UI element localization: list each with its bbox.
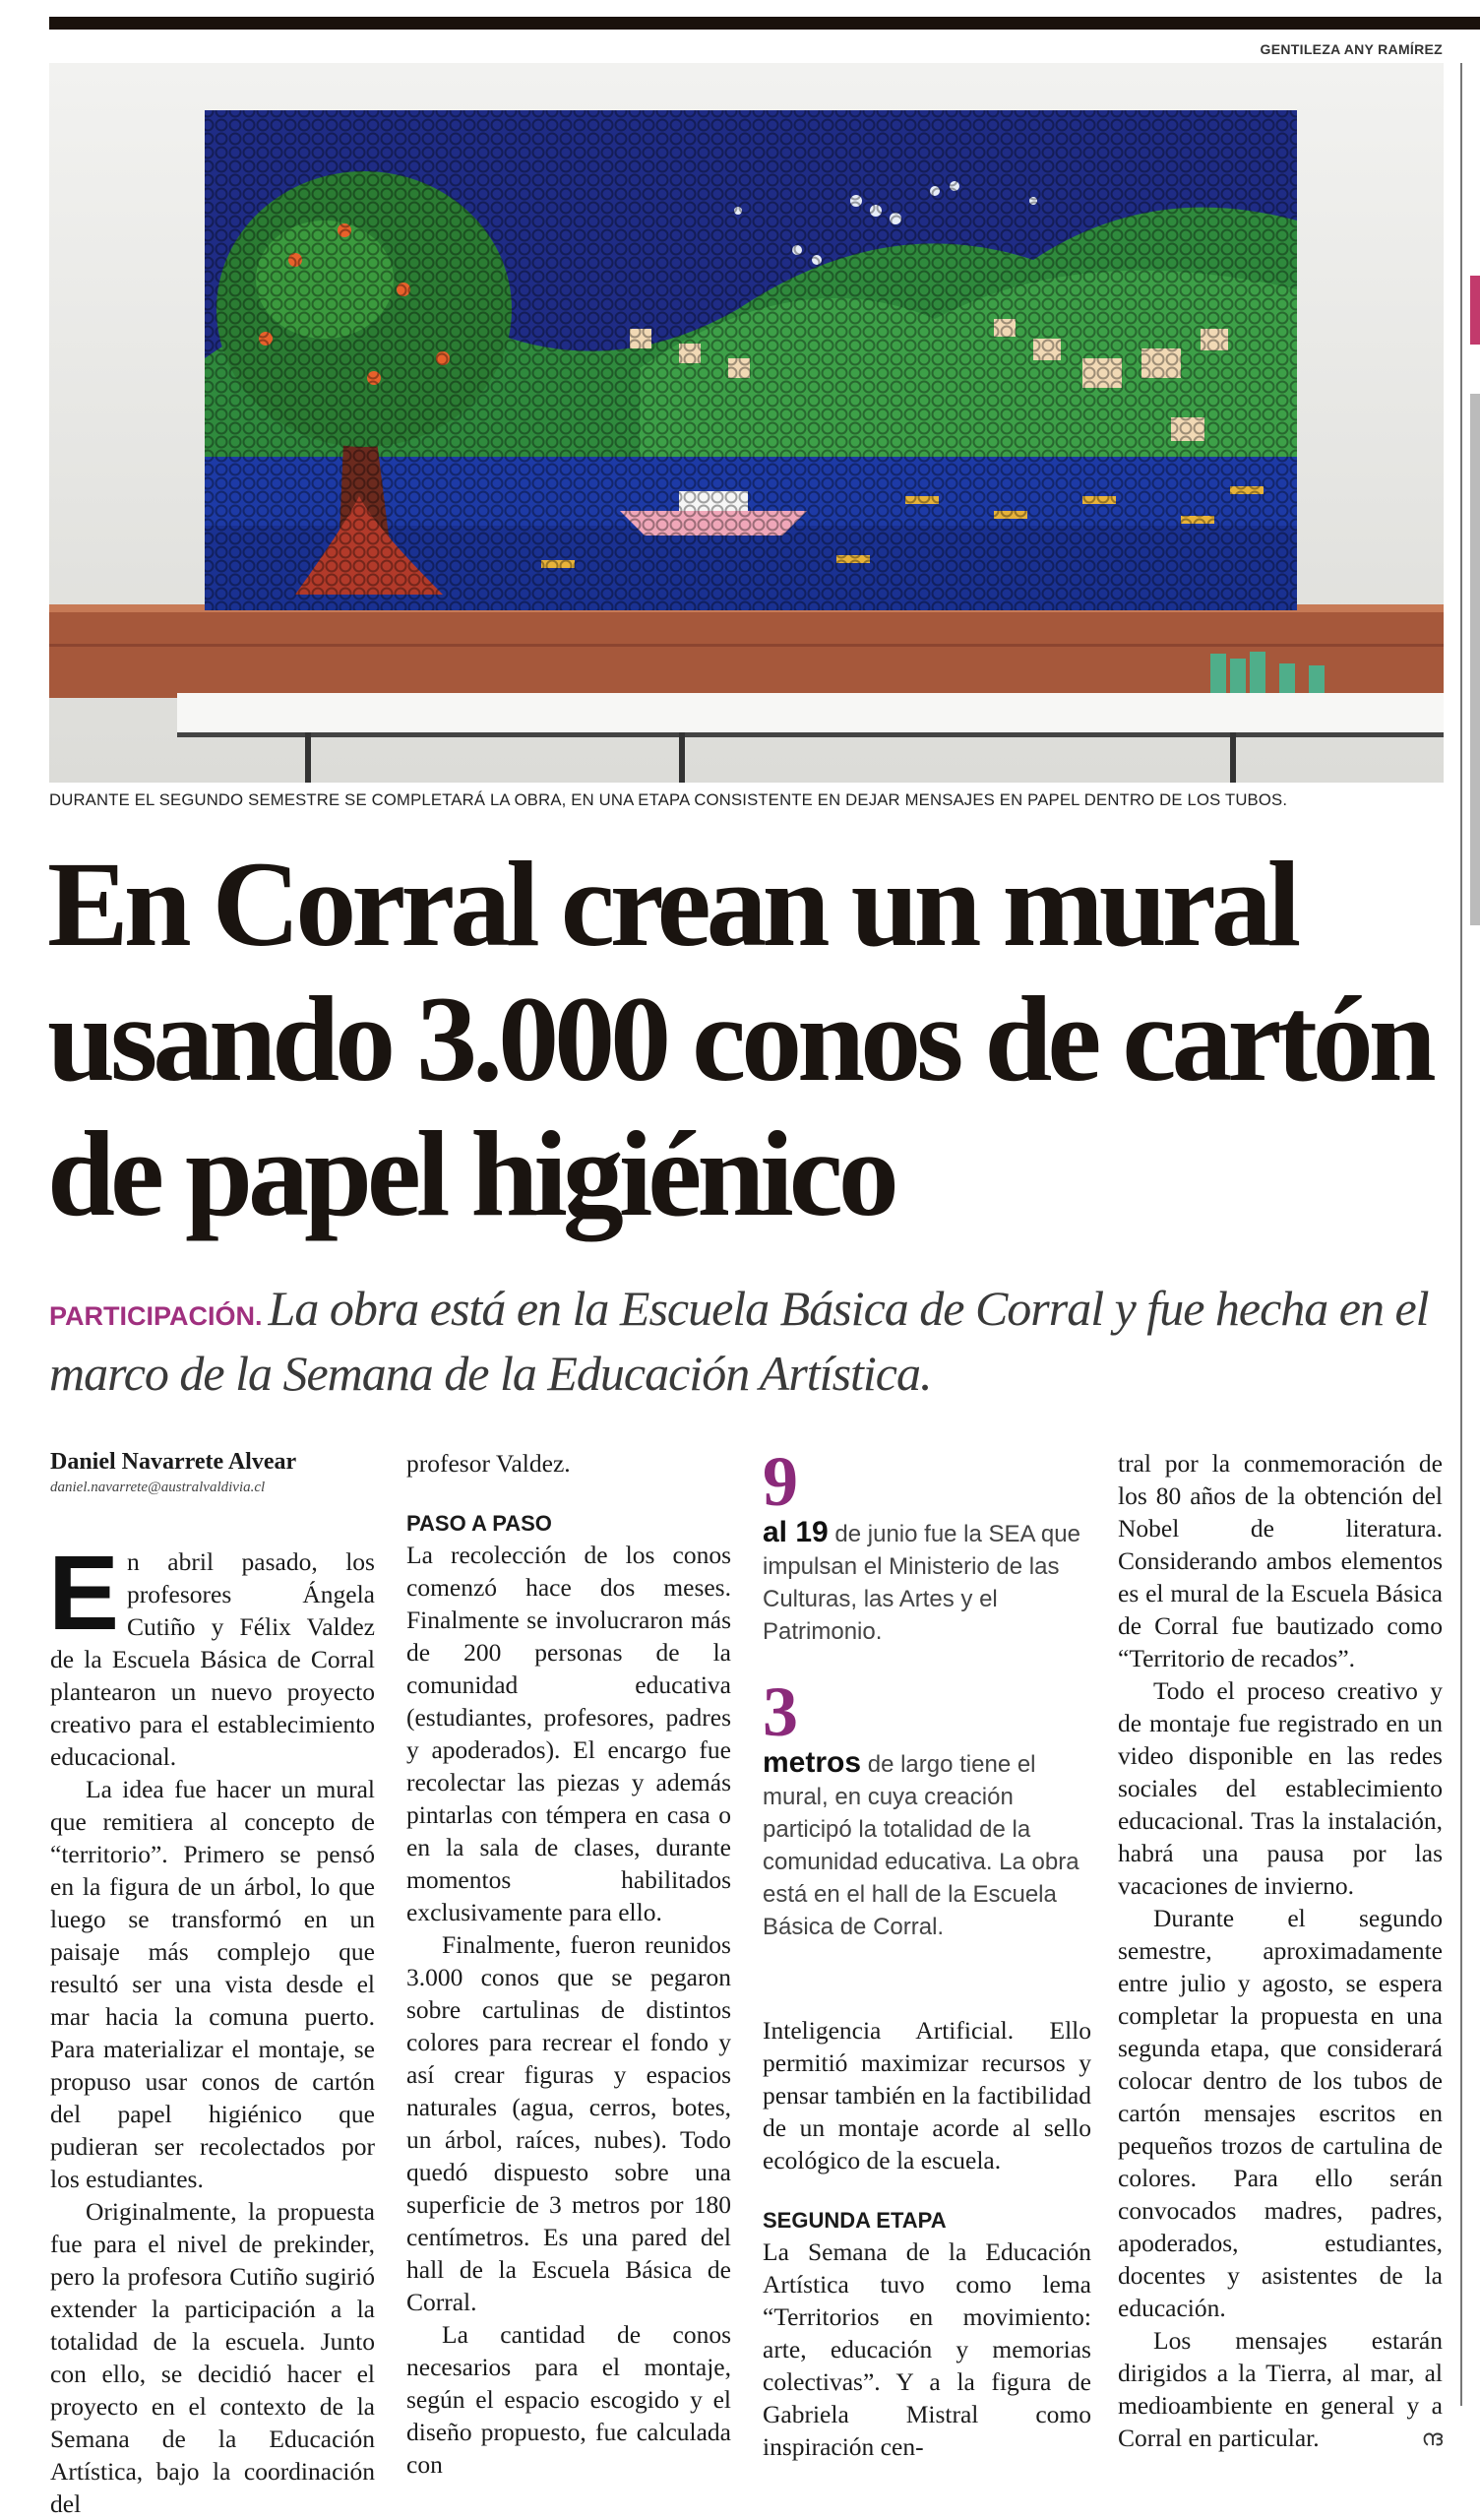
body-paragraph: La recolección de los conos comenzó hace… xyxy=(406,1541,731,1926)
stat-number: 3 xyxy=(763,1672,798,1751)
deck: PARTICIPACIÓN. La obra está en la Escuela… xyxy=(49,1280,1447,1402)
deck-kicker: PARTICIPACIÓN. xyxy=(49,1301,263,1331)
body-paragraph: Los mensajes estarán dirigidos a la Tier… xyxy=(1118,2326,1443,2452)
headline: En Corral crean un mural usando 3.000 co… xyxy=(47,837,1437,1241)
body-paragraph: Durante el segundo semestre, aproximadam… xyxy=(1118,1904,1443,2322)
photo-caption: DURANTE EL SEGUNDO SEMESTRE SE COMPLETAR… xyxy=(49,790,1288,809)
article-column-2: profesor Valdez. PASO A PASO La recolecc… xyxy=(406,1447,731,2481)
body-paragraph: La cantidad de conos necesarios para el … xyxy=(406,2320,731,2479)
article-column-1: Daniel Navarrete Alvear daniel.navarrete… xyxy=(48,1447,375,2520)
stat-text: de junio fue la SEA que impulsan el Mini… xyxy=(763,1521,1080,1645)
deck-text: La obra está en la Escuela Básica de Cor… xyxy=(49,1281,1430,1401)
mural-image xyxy=(49,63,1444,783)
stat-lead: metros xyxy=(763,1746,862,1779)
adjacent-article-fragment xyxy=(1470,394,1480,925)
body-paragraph: Inteligencia Artificial. Ello permitió m… xyxy=(763,2016,1091,2174)
stat-number: 9 xyxy=(763,1442,798,1521)
adjacent-article-fragment xyxy=(1470,276,1480,345)
stat-box: 9 al 19 de junio fue la SEA que impulsan… xyxy=(763,1442,1091,1943)
drop-cap: E xyxy=(48,1533,120,1652)
stat-text: de largo tiene el mural, en cuya creació… xyxy=(763,1751,1079,1940)
subhead-paso-a-paso: PASO A PASO xyxy=(406,1511,552,1536)
top-rule xyxy=(49,17,1480,30)
subhead-segunda-etapa: SEGUNDA ETAPA xyxy=(763,2208,947,2233)
byline-email[interactable]: daniel.navarrete@australvaldivia.cl xyxy=(50,1480,266,1495)
article-column-4: tral por la conmemoración de los 80 años… xyxy=(1118,1447,1443,2454)
article-column-3: 9 al 19 de junio fue la SEA que impulsan… xyxy=(763,1442,1091,2463)
mural-photo xyxy=(49,63,1444,783)
body-paragraph: Originalmente, la propuesta fue para el … xyxy=(50,2197,375,2518)
body-paragraph: Todo el proceso creativo y de montaje fu… xyxy=(1118,1676,1443,1900)
end-mark-icon: ന്ദ xyxy=(1421,2426,1443,2450)
body-paragraph: tral por la conmemoración de los 80 años… xyxy=(1118,1449,1443,1672)
photo-credit: GENTILEZA ANY RAMÍREZ xyxy=(1260,41,1443,57)
byline-author: Daniel Navarrete Alvear xyxy=(50,1449,297,1475)
column-divider xyxy=(1460,63,1462,2406)
body-paragraph: profesor Valdez. xyxy=(406,1449,571,1478)
body-paragraph: La idea fue hacer un mural que remitiera… xyxy=(50,1775,375,2193)
body-paragraph: Finalmente, fueron reunidos 3.000 conos … xyxy=(406,1930,731,2316)
stat-lead: al 19 xyxy=(763,1516,829,1548)
body-paragraph: La Semana de la Educación Artística tuvo… xyxy=(763,2237,1091,2461)
